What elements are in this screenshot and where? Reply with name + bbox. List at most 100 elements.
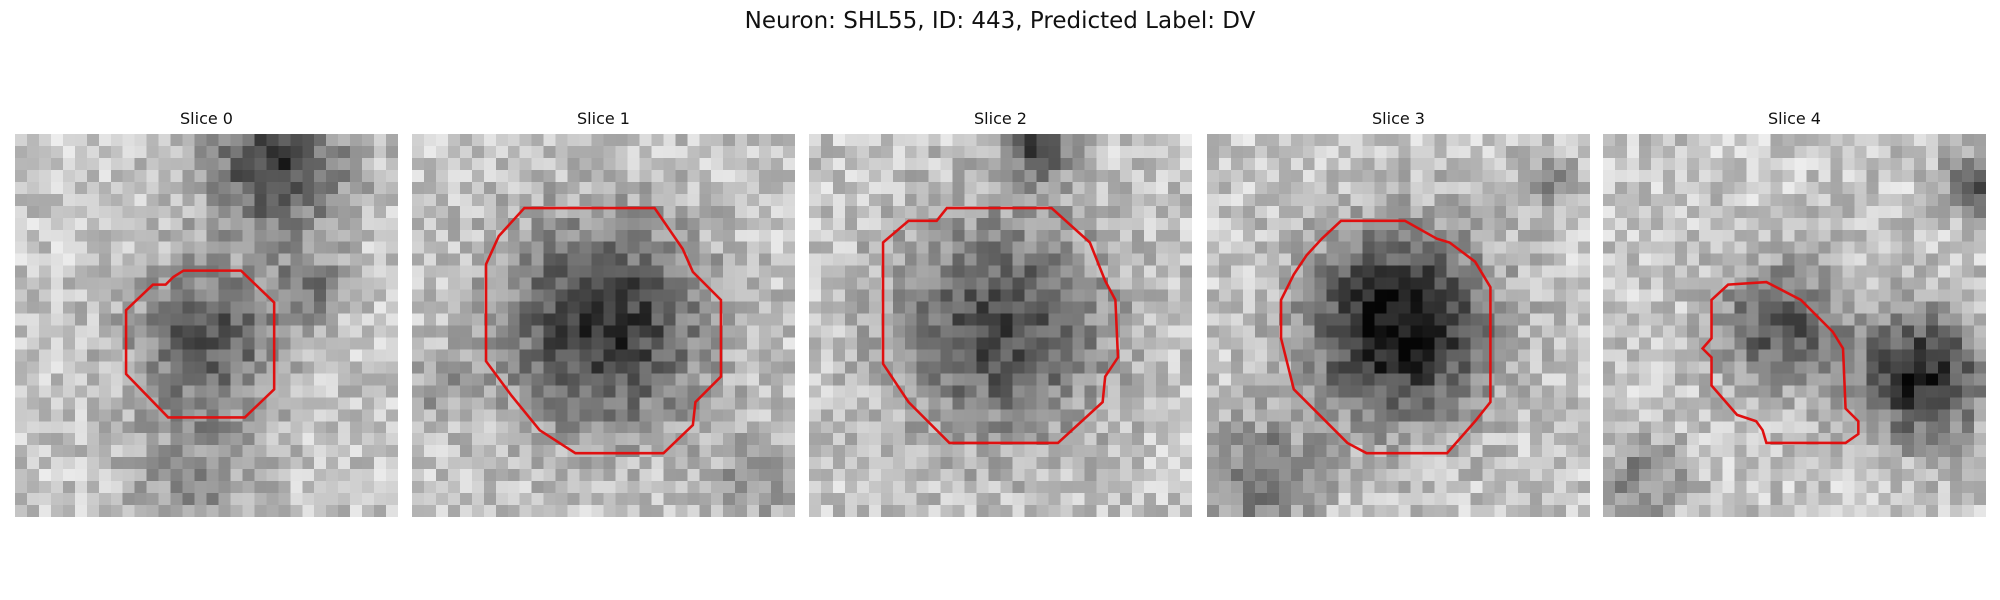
pixel	[122, 445, 135, 458]
pixel	[579, 505, 592, 517]
pixel	[254, 169, 267, 183]
pixel	[856, 397, 870, 410]
pixel	[1818, 205, 1831, 219]
pixel	[423, 481, 437, 494]
pixel	[110, 241, 123, 254]
pixel	[1338, 385, 1351, 398]
pixel	[1096, 493, 1109, 506]
pixel	[254, 385, 267, 398]
pixel	[1434, 409, 1447, 422]
pixel	[182, 385, 195, 398]
pixel	[1794, 205, 1807, 219]
pixel	[1974, 169, 1986, 183]
pixel	[1902, 229, 1915, 242]
pixel	[495, 469, 509, 482]
pixel	[976, 469, 989, 482]
pixel	[423, 397, 437, 410]
pixel	[892, 481, 906, 494]
pixel	[278, 409, 291, 422]
pixel	[1650, 169, 1664, 183]
pixel	[1048, 385, 1061, 398]
pixel	[723, 397, 736, 410]
pixel	[314, 481, 327, 494]
pixel	[1398, 193, 1411, 207]
pixel	[326, 325, 339, 338]
pixel	[170, 289, 183, 302]
pixel	[1326, 169, 1339, 183]
pixel	[362, 241, 375, 254]
pixel	[412, 277, 425, 290]
pixel	[1674, 385, 1688, 398]
pixel	[1434, 373, 1447, 386]
pixel	[1180, 457, 1192, 470]
pixel	[278, 421, 291, 434]
pixel	[1120, 265, 1133, 278]
pixel	[1398, 361, 1411, 374]
pixel	[1542, 445, 1555, 458]
pixel	[832, 397, 846, 410]
pixel	[194, 205, 207, 219]
pixel	[759, 289, 772, 302]
pixel	[1180, 157, 1192, 171]
pixel	[1746, 229, 1759, 242]
pixel	[687, 169, 700, 183]
pixel	[1290, 193, 1304, 207]
pixel	[1156, 445, 1169, 458]
pixel	[868, 373, 882, 386]
pixel	[1072, 433, 1085, 446]
pixel	[1060, 337, 1073, 350]
pixel	[1782, 217, 1795, 231]
pixel	[747, 289, 760, 302]
pixel	[302, 409, 315, 422]
pixel	[1842, 229, 1855, 242]
pixel	[1686, 229, 1700, 242]
pixel	[86, 397, 100, 410]
pixel	[1362, 325, 1375, 338]
pixel	[1314, 134, 1327, 147]
pixel	[711, 421, 724, 434]
pixel	[1566, 265, 1579, 278]
pixel	[771, 229, 784, 242]
pixel	[1386, 433, 1399, 446]
pixel	[230, 445, 243, 458]
pixel	[904, 433, 917, 446]
pixel	[856, 277, 870, 290]
pixel	[1350, 385, 1363, 398]
pixel	[820, 505, 834, 517]
pixel	[1410, 505, 1423, 517]
pixel	[543, 313, 556, 326]
pixel	[435, 409, 449, 422]
pixel	[182, 505, 195, 517]
pixel	[952, 277, 965, 290]
pixel	[940, 289, 953, 302]
pixel	[1132, 145, 1145, 159]
pixel	[567, 134, 580, 147]
pixel	[1818, 397, 1831, 410]
pixel	[603, 193, 616, 207]
pixel	[1746, 205, 1759, 219]
pixel	[314, 421, 327, 434]
pixel	[1000, 373, 1013, 386]
pixel	[423, 409, 437, 422]
pixel	[591, 289, 604, 302]
pixel	[1794, 241, 1807, 254]
pixel	[386, 217, 398, 231]
pixel	[1698, 385, 1711, 398]
pixel	[278, 181, 291, 195]
pixel	[1494, 337, 1507, 350]
pixel	[844, 301, 858, 314]
pixel	[146, 289, 159, 302]
pixel	[916, 337, 929, 350]
pixel	[15, 134, 28, 147]
pixel	[1650, 289, 1664, 302]
pixel	[1000, 217, 1013, 231]
pixel	[158, 229, 171, 242]
pixel	[254, 217, 267, 231]
pixel	[1446, 265, 1459, 278]
pixel	[1326, 181, 1339, 195]
pixel	[326, 421, 339, 434]
pixel	[1962, 265, 1975, 278]
pixel	[134, 493, 147, 506]
pixel	[146, 253, 159, 266]
pixel	[531, 253, 544, 266]
